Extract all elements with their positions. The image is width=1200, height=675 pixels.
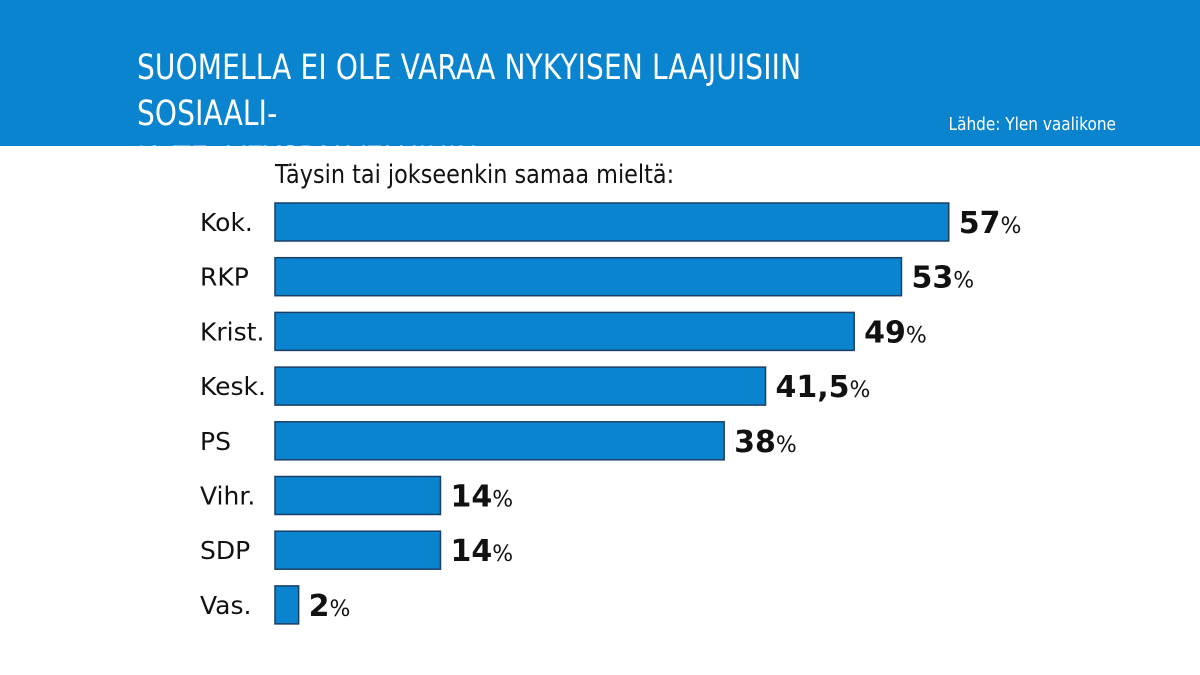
chart-subtitle: Täysin tai jokseenkin samaa mieltä: [275, 160, 675, 190]
chart-title-line-1: SUOMELLA EI OLE VARAA NYKYISEN LAAJUISII… [137, 48, 802, 134]
chart-title: SUOMELLA EI OLE VARAA NYKYISEN LAAJUISII… [137, 45, 857, 183]
category-label: SDP [200, 536, 250, 565]
value-label: 14% [450, 480, 513, 515]
value-label: 49% [864, 315, 927, 350]
category-label: Vihr. [200, 482, 255, 511]
source-note: Lähde: Ylen vaalikone [948, 114, 1116, 135]
bar [274, 202, 950, 242]
value-label: 2% [309, 589, 351, 624]
value-label: 14% [450, 534, 513, 569]
category-label: Kok. [200, 208, 253, 237]
category-label: PS [200, 427, 231, 456]
value-label: 38% [734, 425, 797, 460]
bar [274, 421, 725, 461]
header-banner [0, 0, 1200, 146]
bar [274, 530, 442, 570]
bar [274, 311, 855, 352]
category-label: RKP [200, 263, 249, 292]
bar [274, 475, 442, 516]
bar [274, 256, 903, 297]
category-label: Vas. [200, 591, 251, 620]
value-label: 57% [959, 206, 1022, 241]
value-label: 53% [911, 261, 974, 296]
bar [274, 585, 300, 625]
bar [274, 366, 767, 406]
category-label: Krist. [200, 317, 264, 346]
chart-title-line-2: JA TERVEYSPALVELUIHIN [137, 140, 478, 180]
value-label: 41,5% [776, 370, 871, 405]
category-label: Kesk. [200, 372, 266, 401]
